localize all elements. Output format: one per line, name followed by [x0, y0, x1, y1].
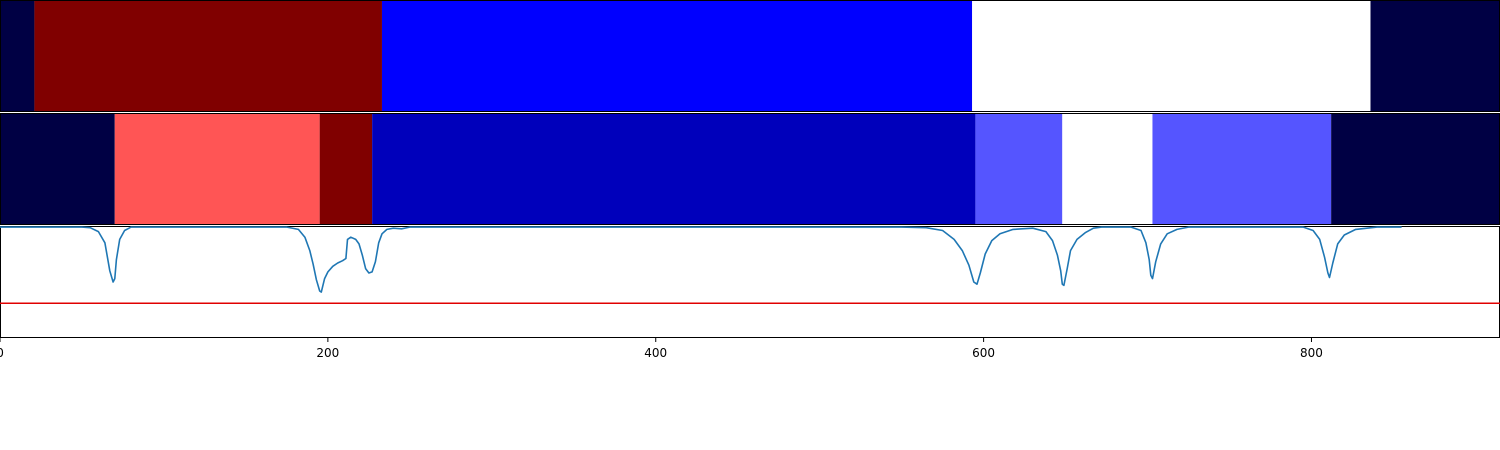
track-2-segment-7: [1152, 113, 1332, 225]
track-2-segment-1: [0, 113, 115, 225]
x-tick-label-0: 0: [0, 346, 4, 360]
track-2-segment-4: [372, 113, 976, 225]
track-2-segment-8: [1331, 113, 1500, 225]
track-2-segment-6: [1062, 113, 1153, 225]
signal-frame: [0, 226, 1500, 338]
track-1-segment-5: [1370, 0, 1500, 112]
heatmap-track-1: [0, 0, 1500, 112]
heatmap-tracks: [0, 0, 1500, 225]
track-1-segment-4: [972, 0, 1371, 112]
track-2-segment-5: [975, 113, 1063, 225]
x-tick-label-400: 400: [644, 346, 667, 360]
track-1-segment-1: [0, 0, 35, 112]
track-2-segment-2: [114, 113, 320, 225]
x-tick-label-200: 200: [316, 346, 339, 360]
x-axis: 0 200 400 600 800: [0, 338, 1323, 360]
track-1-segment-3: [381, 0, 973, 112]
heatmap-track-2: [0, 113, 1500, 225]
x-tick-label-800: 800: [1300, 346, 1323, 360]
signal-line: [0, 226, 1402, 293]
track-1-segment-2: [34, 0, 382, 112]
x-tick-label-600: 600: [972, 346, 995, 360]
track-2-segment-3: [319, 113, 373, 225]
signal-panel: [0, 226, 1500, 338]
